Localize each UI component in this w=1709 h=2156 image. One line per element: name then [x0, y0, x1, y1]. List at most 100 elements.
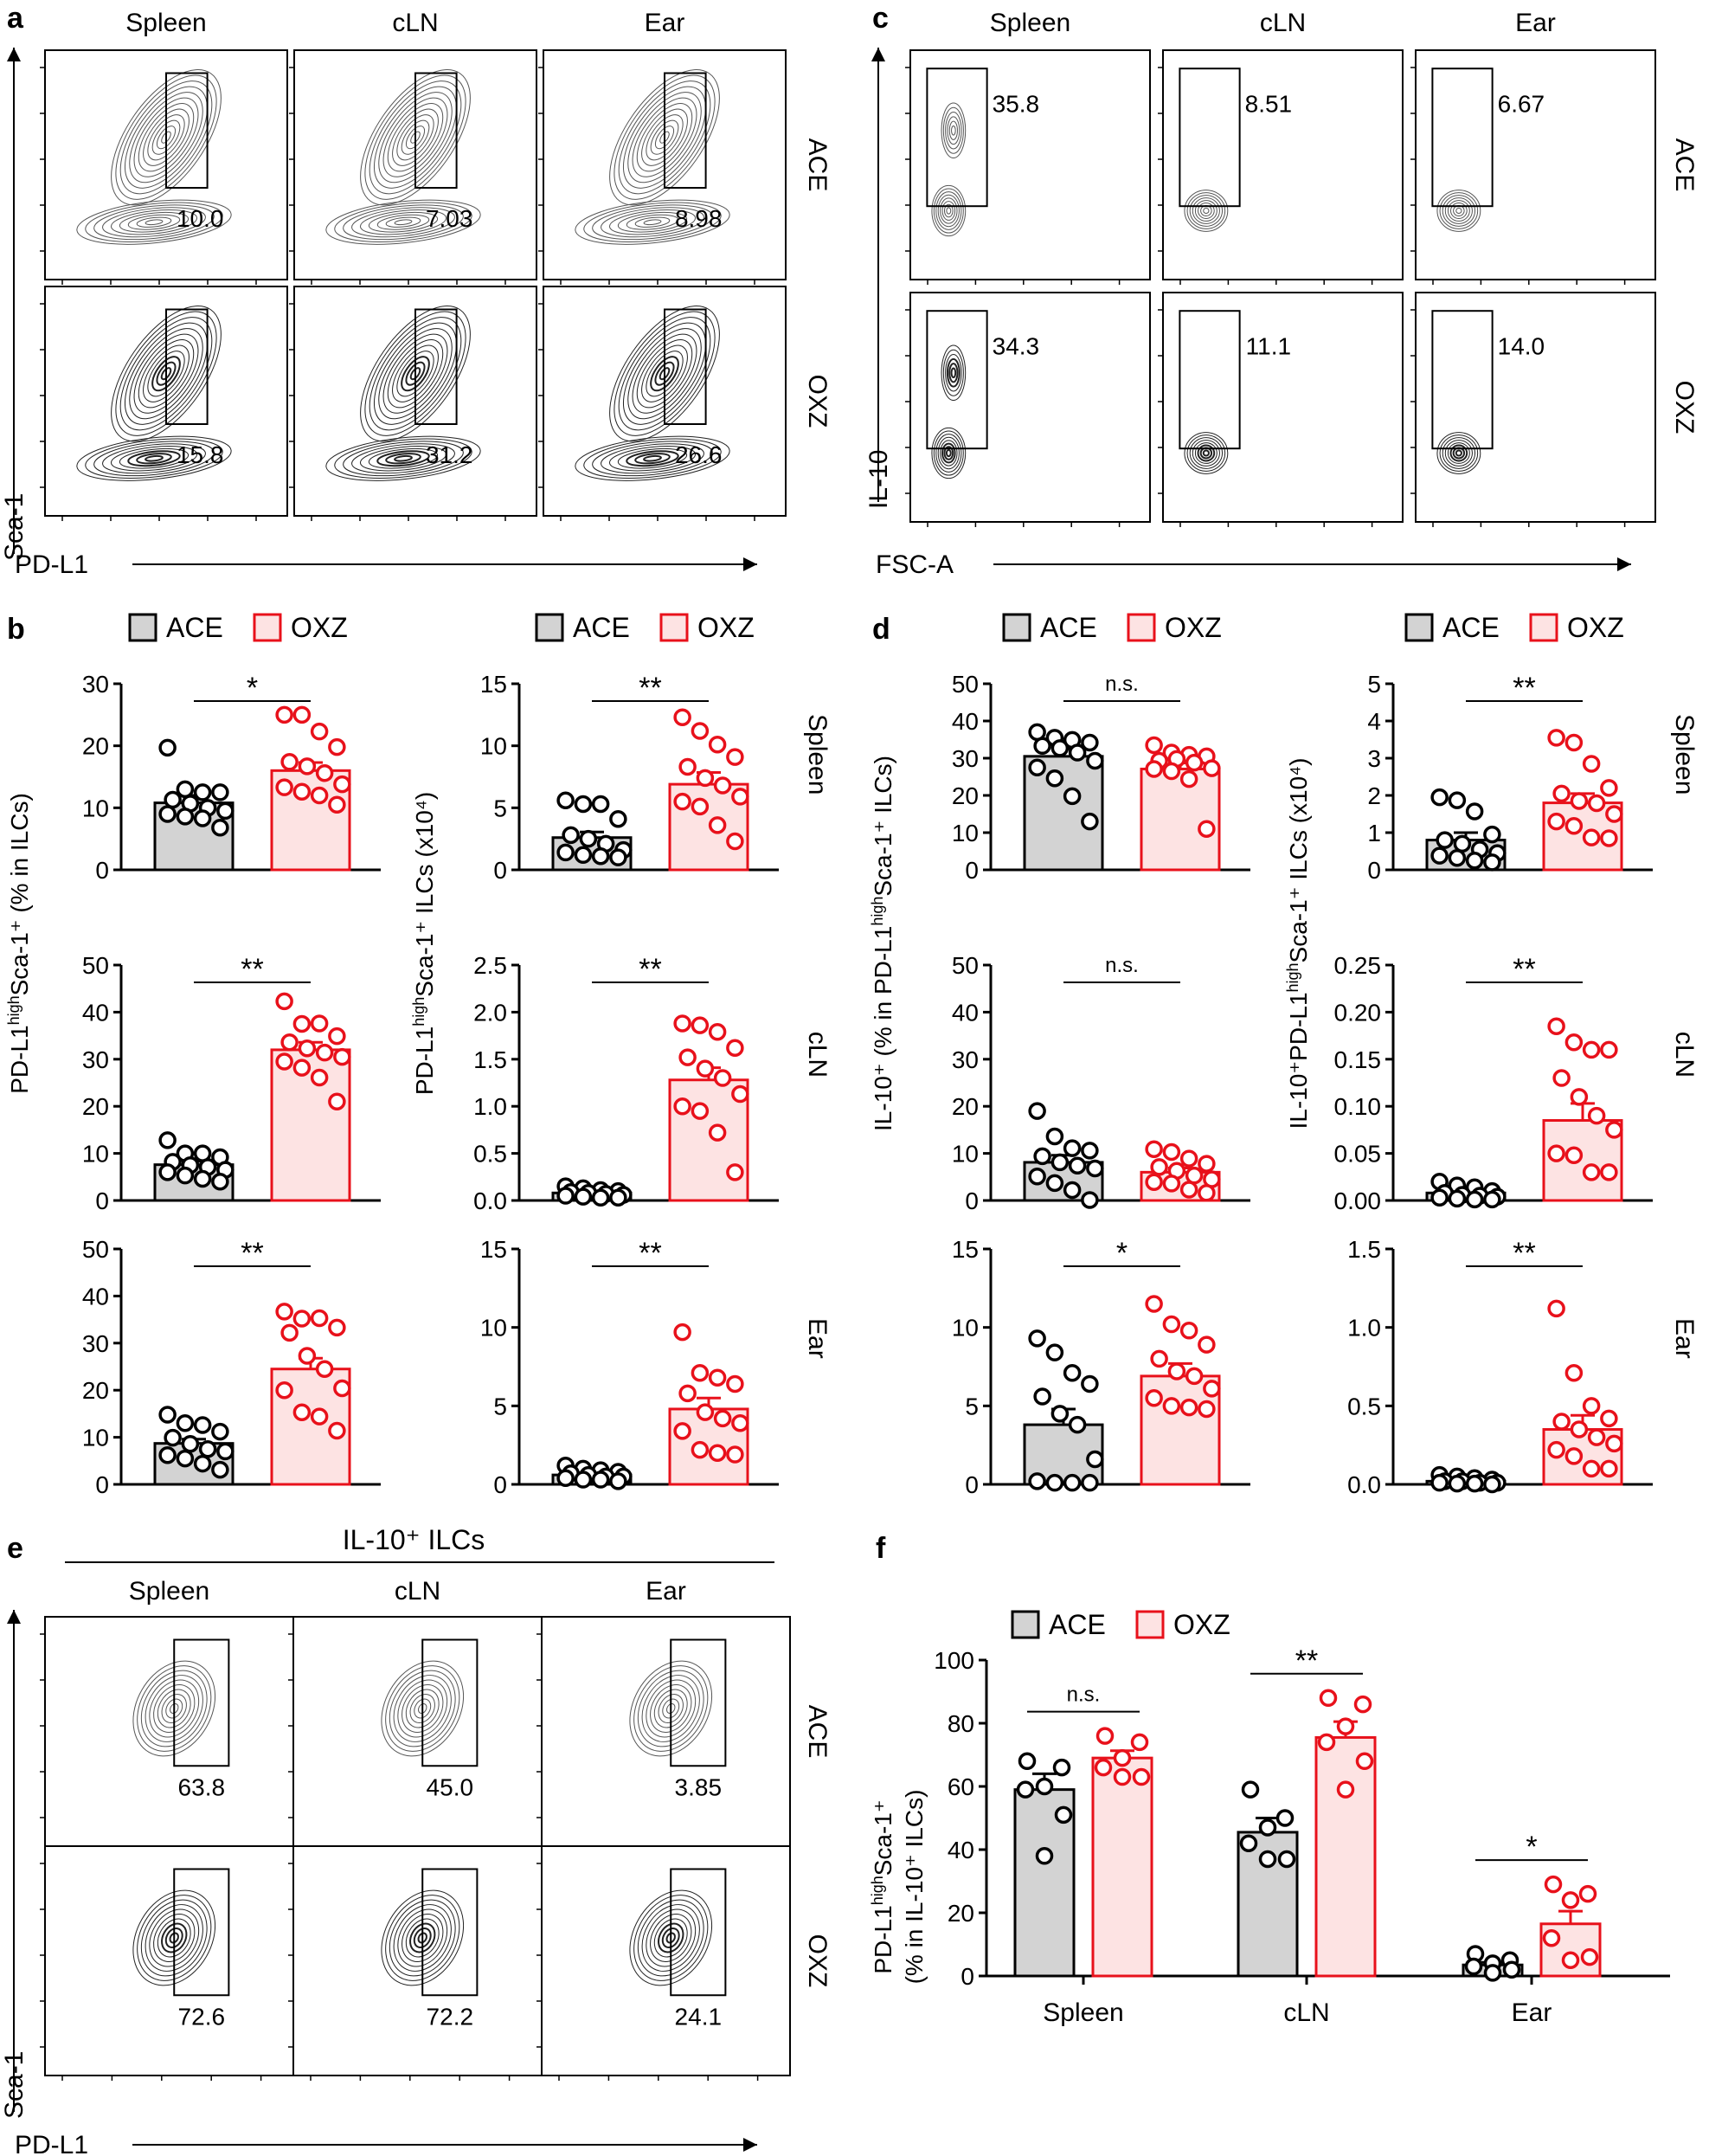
data-point-ace [556, 791, 575, 809]
data-point-oxz [1561, 1891, 1580, 1909]
y-tick-label: 40 [948, 1837, 974, 1863]
data-point-ace [1045, 1473, 1064, 1492]
contour-ring [634, 453, 671, 465]
legend-oxz-label: OXZ [1165, 612, 1222, 643]
y-tick-label: 1.0 [1347, 1315, 1381, 1342]
y-tick-label: 50 [82, 952, 109, 979]
contour-ring [161, 1694, 187, 1723]
data-point-ace [1028, 1168, 1046, 1186]
data-point-oxz [731, 788, 749, 806]
y-tick-label: 15 [480, 1236, 507, 1263]
data-point-ace [211, 1460, 229, 1479]
flow-grid-e: Spleen cLN Ear ACE 63.8 45.0 3.85 OXZ 72.6 72.2 24… [0, 1577, 832, 2156]
bar-oxz [1140, 767, 1221, 872]
bar-chart-b_cln_num: 0.0 0.5 1.0 1.5 2.0 2.5 ** cLN [473, 952, 832, 1214]
data-point-oxz [1582, 1040, 1601, 1059]
data-point-oxz [1150, 1349, 1168, 1368]
data-point-ace [1063, 1139, 1082, 1157]
data-point-ace [1035, 1847, 1054, 1865]
contour-ring [627, 328, 702, 420]
y-tick-label: 0.5 [473, 1141, 507, 1168]
data-point-oxz [691, 1440, 710, 1459]
legend-b-right: ACE OXZ [535, 612, 755, 643]
contour-ring [102, 443, 206, 474]
data-point-oxz [1582, 828, 1601, 846]
data-point-ace [562, 826, 580, 845]
gate-box [165, 308, 209, 425]
contour-ring [169, 1932, 179, 1944]
data-point-oxz [1587, 794, 1606, 813]
y-tick-label: 15 [952, 1236, 979, 1263]
data-point-oxz [678, 1384, 697, 1403]
significance-label: * [1526, 1831, 1537, 1863]
contour-ring [410, 131, 421, 144]
contour-ring [1203, 208, 1210, 214]
data-point-oxz [726, 1163, 744, 1181]
significance-label: ** [1513, 672, 1535, 705]
data-point-ace [1086, 1450, 1104, 1469]
data-point-oxz [1547, 812, 1565, 831]
data-point-ace [591, 795, 610, 814]
data-point-oxz [673, 1097, 691, 1116]
contour-ring [643, 454, 662, 462]
plot-frame [44, 1845, 294, 2076]
data-point-ace [1448, 848, 1467, 867]
data-point-oxz [328, 1027, 346, 1046]
data-point-ace [1054, 1805, 1073, 1825]
bar-chart-d_ear_pct: 0 5 10 15 * [952, 1236, 1250, 1498]
y-tick-label: 50 [82, 1236, 109, 1263]
flow-plot: 7.03 [289, 49, 537, 285]
panel-e-title: IL-10⁺ ILCs [343, 1524, 485, 1555]
contour-ring [409, 1694, 435, 1723]
contour-ring [385, 1895, 460, 1981]
contour-ring [119, 211, 190, 233]
data-point-ace [158, 738, 177, 757]
contour-ring [149, 1679, 200, 1738]
data-point-ace [1483, 1190, 1501, 1209]
contour-ring [153, 1914, 196, 1962]
y-tick-label: 5 [965, 1393, 979, 1419]
y-tick-label: 4 [1367, 708, 1381, 735]
contour-ring [376, 214, 430, 230]
data-point-oxz [333, 775, 351, 794]
contour-ring [325, 435, 481, 481]
data-point-oxz [1336, 1717, 1355, 1735]
gate-box [421, 1868, 479, 1997]
flow-plot: 8.98 [538, 49, 787, 285]
contour-ring [637, 1899, 704, 1977]
contour-ring [93, 441, 215, 477]
contour-ring [394, 454, 413, 462]
y-tick-label: 0 [95, 1471, 109, 1498]
contour-ring [627, 92, 702, 183]
contour-ring [137, 1665, 212, 1752]
data-point-ace [1045, 1174, 1064, 1193]
plot-frame [292, 1616, 543, 1847]
data-point-ace [556, 1469, 575, 1487]
data-point-oxz [328, 1318, 346, 1337]
contour-ring [343, 441, 464, 477]
flow-plot: 34.3 [905, 292, 1151, 527]
contour-ring [360, 306, 471, 442]
gate-percentage: 14.0 [1498, 333, 1545, 360]
panel-letter-e: e [7, 1532, 23, 1565]
flow-plot: 14.0 [1410, 292, 1656, 527]
contour-ring [643, 219, 662, 226]
data-point-oxz [708, 816, 727, 834]
data-point-oxz [726, 1039, 744, 1057]
y-tick-label: 0.0 [473, 1187, 507, 1214]
flow-plot: 35.8 [905, 49, 1151, 285]
contour-ring [145, 1904, 203, 1972]
y-tick-label: 30 [952, 745, 979, 772]
y-tick-label: 0.0 [1347, 1471, 1381, 1498]
y-tick-label: 1.5 [1347, 1236, 1381, 1263]
legend-oxz-label: OXZ [1173, 1609, 1230, 1640]
data-point-oxz [1198, 820, 1216, 838]
data-point-oxz [1185, 1166, 1204, 1185]
data-point-ace [1502, 1960, 1521, 1979]
significance-label: ** [639, 953, 661, 986]
data-point-oxz [1547, 729, 1565, 747]
contour-ring [650, 356, 679, 392]
row-label-ace: ACE [803, 1705, 832, 1759]
contour-ring [368, 447, 439, 469]
gate-box [1179, 310, 1241, 450]
